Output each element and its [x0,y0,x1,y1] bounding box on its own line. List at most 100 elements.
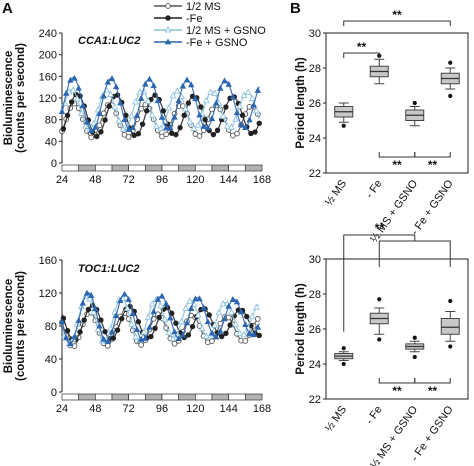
cca1-data-point [144,108,150,114]
toc1-data-point [129,310,137,317]
cca1-data-point [127,112,135,119]
toc1-data-point [240,330,248,338]
toc1-x-tick-4: 120 [186,403,204,415]
boxtop-sig-label-2: ** [392,158,402,172]
toc1-data-point [71,333,78,340]
toc1-data-point [212,333,220,340]
toc1-data-point [192,295,199,302]
boxbottom-sig-bracket-group-0 [378,240,451,267]
boxtop-y-tick-3: 28 [309,63,321,75]
legend-label-2: 1/2 MS + GSNO [186,25,266,37]
toc1-data-point [152,325,158,331]
cca1-data-point [202,96,210,104]
toc1-data-point [171,340,178,347]
cca1-data-point [106,103,112,109]
boxtop-sig-label-1: ** [357,40,367,54]
legend-marker-1 [165,15,171,21]
toc1-data-point [206,312,212,318]
toc1-data-point [225,314,232,321]
toc1-data-point [221,315,228,322]
cca1-dark-block [144,164,163,172]
toc1-y-tick-0: 0 [51,387,57,399]
toc1-data-point [83,289,91,296]
cca1-data-point [256,120,262,127]
toc1-data-point [219,333,225,340]
cca1-data-point [227,123,235,130]
toc1-data-point [92,305,99,312]
cca1-data-point [223,104,229,110]
boxtop-y-tick-4: 30 [309,28,321,40]
boxbottom-y-tick-1: 24 [309,359,321,371]
cca1-y-tick-3: 120 [39,93,57,105]
toc1-data-point [133,326,141,332]
cca1-light-block [61,164,80,172]
toc1-data-point [158,292,166,299]
cca1-data-point [175,97,182,104]
cca1-x-tick-6: 168 [253,174,271,186]
toc1-data-point [162,300,170,307]
toc1-data-point [229,296,237,302]
cca1-y-tick-5: 200 [39,50,57,62]
cca1-y-axis-title-line: Bioluminescence [3,51,15,146]
cca1-data-point [87,127,95,134]
toc1-data-point [85,306,92,313]
legend-label-3: -Fe + GSNO [186,37,248,49]
cca1-data-point [229,93,237,100]
toc1-data-point [154,295,162,302]
boxbottom-sig-bracket-1 [378,378,416,384]
boxtop-sig-bracket-1 [343,52,380,58]
toc1-data-point [140,328,148,335]
cca1-data-point [211,89,219,97]
toc1-light-block [161,393,180,401]
cca1-data-point [179,82,187,89]
cca1-y-tick-2: 80 [45,115,57,127]
toc1-data-point [86,295,94,302]
toc1-dark-block [111,393,130,401]
cca1-data-point [79,101,87,108]
toc1-data-point [94,325,102,332]
boxtop-sig-label-0: ** [392,8,402,22]
toc1-data-point [179,331,187,338]
toc1-data-point [233,298,241,305]
boxbottom-outlier-1 [377,297,382,302]
boxbottom-outlier-3 [448,298,453,304]
cca1-data-point [248,94,256,102]
toc1-light-block [228,393,246,401]
cca1-data-point [139,121,146,127]
cca1-x-tick-2: 72 [123,174,135,186]
toc1-x-tick-5: 144 [219,403,237,415]
cca1-data-point [102,117,108,123]
cca1-data-point [73,94,81,102]
cca1-data-point [183,76,191,83]
cca1-data-point [146,75,153,82]
toc1-data-point [87,291,95,298]
cca1-data-point [219,112,227,119]
legend-marker-2 [164,26,172,33]
toc1-data-point [248,312,256,320]
cca1-x-tick-1: 48 [89,174,101,186]
cca1-dark-block [78,164,96,172]
toc1-data-point [236,329,244,336]
cca1-data-point [204,124,212,131]
toc1-data-point [138,342,145,348]
toc1-data-point [175,335,182,342]
toc1-data-point [187,305,195,311]
cca1-data-point [148,111,156,118]
toc1-data-point [135,319,142,325]
toc1-data-point [161,315,169,322]
cca1-data-point [244,88,252,95]
toc1-data-point [211,321,219,328]
cca1-data-point [225,80,232,87]
toc1-dark-block [211,393,230,401]
toc1-data-point [75,316,82,323]
toc1-data-point [242,321,249,328]
toc1-data-point [90,308,98,315]
cca1-data-point [239,112,246,119]
legend-marker-3 [164,38,172,45]
cca1-data-point [236,102,244,109]
cca1-data-point [160,108,167,114]
cca1-data-point [163,131,170,138]
toc1-y-axis-title-line: (counts per second) [15,271,27,381]
cca1-data-point [64,112,71,119]
toc1-y-tick-3: 120 [39,288,57,300]
